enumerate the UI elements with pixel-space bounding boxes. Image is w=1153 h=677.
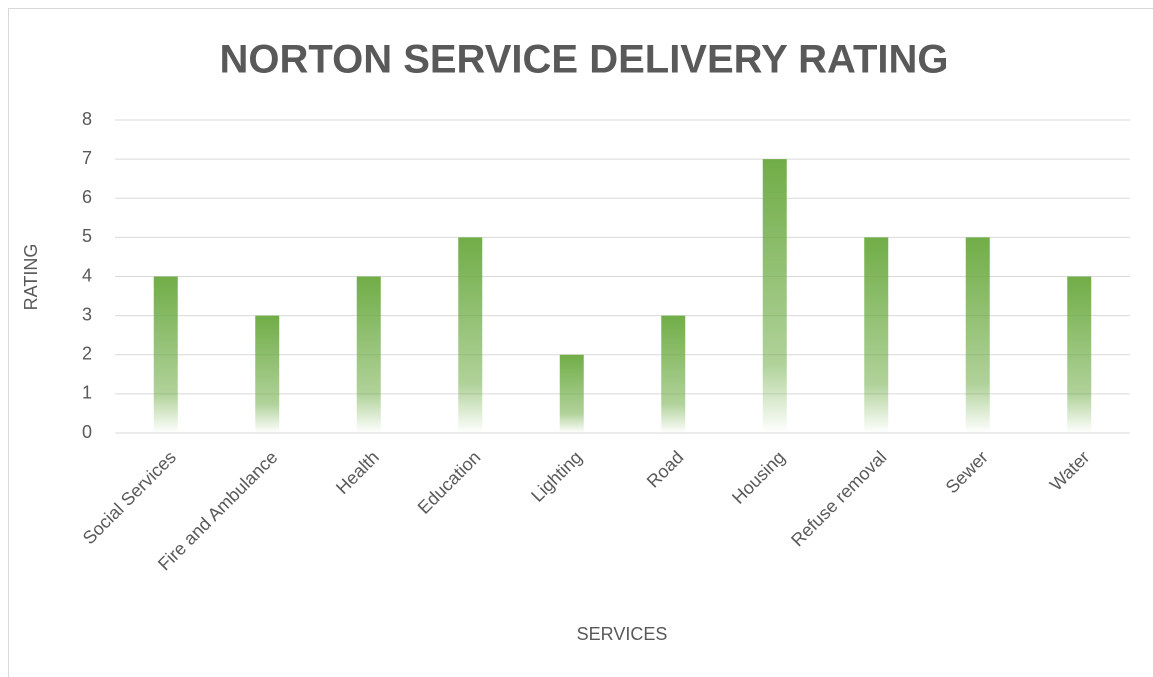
- x-tick-label: Refuse removal: [787, 447, 890, 550]
- bar: [1067, 276, 1092, 433]
- bar: [864, 237, 889, 433]
- x-tick-label: Social Services: [79, 447, 180, 548]
- x-tick-label: Sewer: [942, 447, 992, 497]
- y-tick-label: 0: [82, 422, 92, 442]
- bar: [255, 315, 280, 433]
- y-axis-label: RATING: [21, 244, 41, 311]
- chart-title: NORTON SERVICE DELIVERY RATING: [219, 38, 948, 82]
- x-tick-label: Housing: [728, 447, 789, 508]
- bar: [661, 315, 686, 433]
- x-axis-label: SERVICES: [577, 624, 668, 644]
- y-tick-label: 7: [82, 148, 92, 168]
- x-tick-label: Health: [332, 447, 383, 498]
- chart-frame: [8, 8, 1153, 677]
- bar: [356, 276, 381, 433]
- x-tick-label: Road: [643, 447, 688, 492]
- bar: [153, 276, 178, 433]
- y-tick-label: 5: [82, 226, 92, 246]
- y-tick-label: 6: [82, 187, 92, 207]
- y-tick-label: 4: [82, 265, 92, 285]
- y-tick-label: 1: [82, 383, 92, 403]
- x-tick-label: Education: [414, 447, 485, 518]
- x-tick-label: Water: [1046, 447, 1094, 495]
- bar: [965, 237, 990, 433]
- bar: [458, 237, 483, 433]
- y-tick-label: 2: [82, 344, 92, 364]
- bar: [762, 159, 787, 433]
- x-tick-label: Lighting: [527, 447, 586, 506]
- bar: [559, 354, 584, 433]
- y-tick-label: 8: [82, 109, 92, 129]
- y-tick-label: 3: [82, 304, 92, 324]
